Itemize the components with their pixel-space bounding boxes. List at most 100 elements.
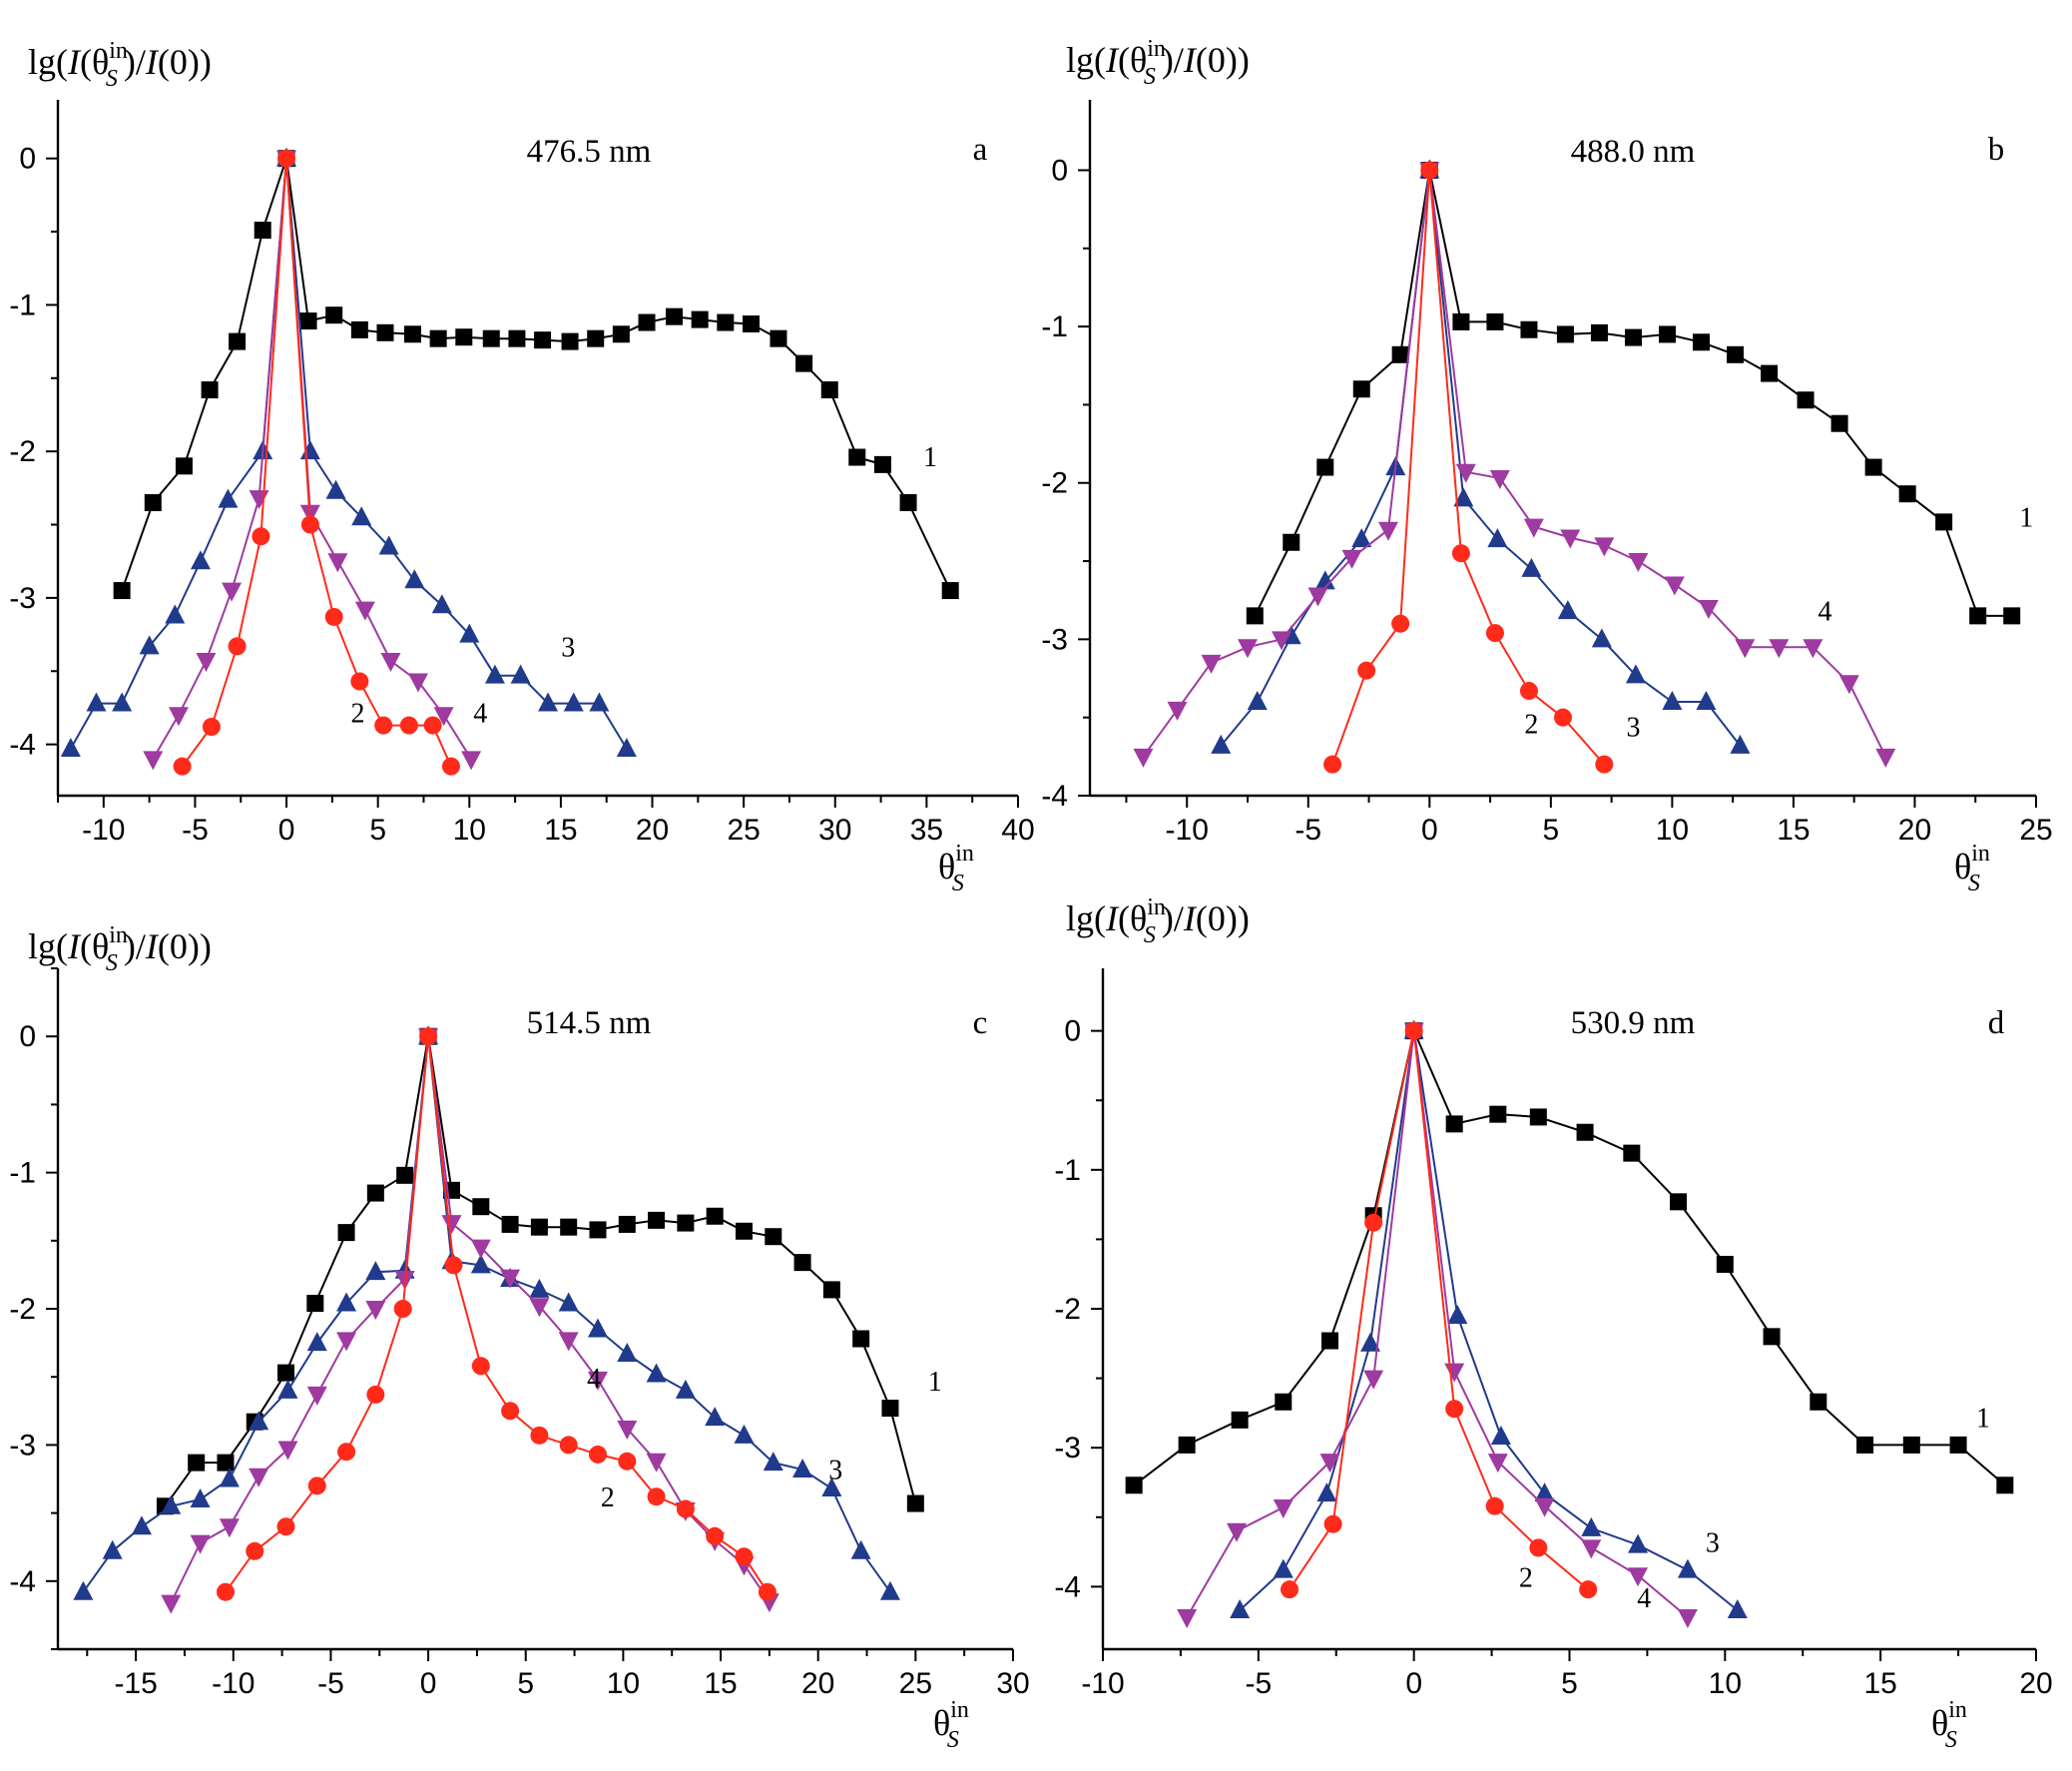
x-tick-label: 0 — [1421, 814, 1438, 847]
data-point — [131, 1515, 152, 1535]
x-tick-label: 0 — [1405, 1667, 1422, 1700]
data-point — [429, 329, 447, 347]
data-point — [758, 1582, 777, 1601]
data-point — [252, 527, 270, 546]
data-point — [1898, 485, 1916, 503]
y-axis-label: lg(I(θin S)/I(0)) — [1066, 36, 1250, 90]
data-point — [1314, 570, 1335, 590]
y-tick-label: -2 — [9, 435, 36, 468]
data-point — [378, 535, 399, 555]
x-tick-label: 15 — [544, 814, 577, 847]
data-point — [941, 582, 959, 600]
data-point — [1838, 675, 1859, 695]
panel-letter: a — [973, 132, 988, 168]
data-point — [734, 1424, 755, 1444]
data-point — [161, 1494, 182, 1514]
series-line — [1289, 1030, 1589, 1590]
data-point — [228, 637, 247, 656]
data-point — [1727, 345, 1745, 363]
data-point — [1659, 325, 1677, 343]
data-point — [646, 1363, 667, 1383]
data-point — [376, 323, 394, 341]
data-point — [1797, 391, 1814, 409]
data-point — [1227, 1522, 1248, 1542]
data-point — [1902, 1436, 1920, 1454]
x-tick-label: -5 — [1295, 814, 1321, 847]
data-point — [1935, 513, 1953, 531]
data-point — [1352, 380, 1370, 398]
data-point — [1594, 537, 1615, 557]
panel-c: -15 -10 -5 0 5 10 15 20 25 30 0 -1 -2 -3 -4 lg(I(θin S)/… — [9, 922, 1029, 1753]
data-point — [1201, 654, 1222, 674]
series-label: 2 — [601, 1482, 615, 1513]
data-point — [113, 582, 131, 600]
data-point — [433, 707, 454, 727]
x-tick-label: 20 — [801, 1667, 834, 1700]
data-point — [1391, 614, 1410, 633]
data-point — [190, 1487, 211, 1507]
data-point — [73, 1580, 94, 1600]
data-point — [1452, 312, 1470, 330]
y-tick-label: -1 — [1041, 310, 1068, 343]
series-4 — [143, 150, 482, 771]
data-point — [196, 653, 217, 673]
data-point — [1576, 1123, 1594, 1141]
data-point — [1628, 1533, 1649, 1553]
data-point — [350, 672, 369, 691]
y-tick-label: -3 — [1054, 1432, 1081, 1465]
data-point — [1273, 1558, 1294, 1578]
data-point — [1969, 607, 1987, 625]
data-point — [1316, 458, 1334, 476]
data-point — [1595, 755, 1614, 774]
data-point — [560, 1218, 578, 1236]
data-point — [254, 222, 271, 240]
data-point — [735, 1547, 754, 1566]
data-point — [822, 1281, 840, 1299]
data-point — [1628, 553, 1649, 573]
data-point — [459, 623, 480, 643]
y-tick-label: -3 — [1041, 623, 1068, 656]
series-line — [170, 1036, 771, 1604]
data-point — [337, 1224, 355, 1242]
data-point — [1730, 734, 1751, 754]
x-tick-label: 40 — [1001, 814, 1034, 847]
data-point — [1693, 333, 1711, 351]
data-point — [175, 457, 193, 475]
data-point — [444, 1256, 463, 1275]
data-point — [1230, 1599, 1251, 1619]
series-4 — [1133, 162, 1896, 768]
data-point — [706, 1207, 724, 1225]
data-point — [470, 1239, 491, 1259]
x-tick-label: -5 — [1245, 1667, 1272, 1700]
data-point — [1272, 631, 1293, 651]
data-point — [558, 1332, 579, 1352]
x-axis-label: θin S — [1954, 841, 1990, 896]
series-line — [69, 158, 628, 750]
data-point — [1247, 691, 1268, 711]
data-point — [589, 1221, 607, 1239]
series-1 — [113, 150, 959, 600]
y-axis-label: lg(I(θin S)/I(0)) — [28, 922, 212, 976]
x-tick-label: -10 — [1166, 814, 1209, 847]
series-label: 2 — [351, 699, 365, 730]
data-point — [666, 307, 684, 325]
x-tick-label: 15 — [704, 1667, 737, 1700]
data-point — [618, 1215, 636, 1233]
data-point — [299, 312, 317, 330]
x-tick-label: -10 — [212, 1667, 255, 1700]
data-point — [742, 315, 760, 333]
x-tick-label: 10 — [453, 814, 486, 847]
data-point — [706, 1526, 725, 1545]
data-point — [850, 1539, 871, 1559]
data-point — [1735, 639, 1756, 659]
data-point — [538, 692, 559, 712]
data-point — [249, 1411, 269, 1431]
data-point — [306, 1295, 324, 1313]
data-point — [1487, 1454, 1508, 1474]
y-tick-label: -4 — [9, 1565, 36, 1598]
y-axis-label: lg(I(θin S)/I(0)) — [28, 38, 212, 92]
x-tick-label: -10 — [1081, 1667, 1124, 1700]
data-point — [589, 692, 610, 712]
data-point — [1579, 1580, 1598, 1599]
data-point — [1521, 557, 1542, 577]
